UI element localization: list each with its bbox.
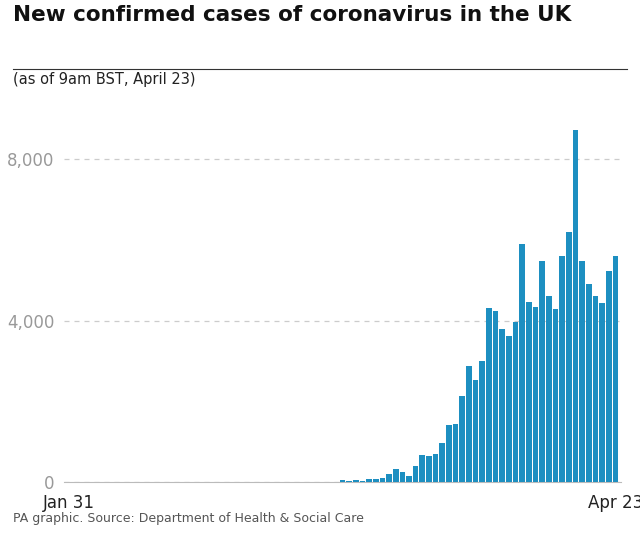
Bar xyxy=(406,476,412,482)
Text: (as of 9am BST, April 23): (as of 9am BST, April 23) xyxy=(13,72,195,87)
Bar xyxy=(540,261,545,482)
Bar xyxy=(346,481,352,482)
Bar xyxy=(353,480,358,482)
Bar xyxy=(452,424,458,482)
Bar xyxy=(380,478,385,482)
Bar xyxy=(413,466,419,482)
Bar xyxy=(440,443,445,482)
Bar xyxy=(526,302,532,482)
Bar xyxy=(360,481,365,482)
Bar xyxy=(366,479,372,482)
Bar xyxy=(460,397,465,482)
Bar xyxy=(532,307,538,482)
Bar xyxy=(573,130,579,482)
Text: PA graphic. Source: Department of Health & Social Care: PA graphic. Source: Department of Health… xyxy=(13,512,364,525)
Bar xyxy=(373,479,378,482)
Bar xyxy=(433,454,438,482)
Bar xyxy=(493,311,499,482)
Bar xyxy=(553,309,558,482)
Bar xyxy=(466,366,472,482)
Bar xyxy=(579,261,585,482)
Bar xyxy=(426,456,432,482)
Bar xyxy=(513,322,518,482)
Bar xyxy=(340,480,345,482)
Bar xyxy=(593,296,598,482)
Bar xyxy=(612,256,618,482)
Bar xyxy=(559,256,565,482)
Bar xyxy=(520,244,525,482)
Bar xyxy=(586,284,591,482)
Bar xyxy=(419,455,425,482)
Bar xyxy=(393,469,399,482)
Bar xyxy=(399,472,405,482)
Bar xyxy=(479,361,485,482)
Bar xyxy=(606,271,612,482)
Bar xyxy=(386,474,392,482)
Bar xyxy=(499,329,505,482)
Bar xyxy=(506,336,512,482)
Bar xyxy=(446,425,452,482)
Bar xyxy=(546,296,552,482)
Bar xyxy=(599,303,605,482)
Bar xyxy=(473,379,479,482)
Text: New confirmed cases of coronavirus in the UK: New confirmed cases of coronavirus in th… xyxy=(13,5,571,26)
Bar xyxy=(486,308,492,482)
Bar xyxy=(566,232,572,482)
